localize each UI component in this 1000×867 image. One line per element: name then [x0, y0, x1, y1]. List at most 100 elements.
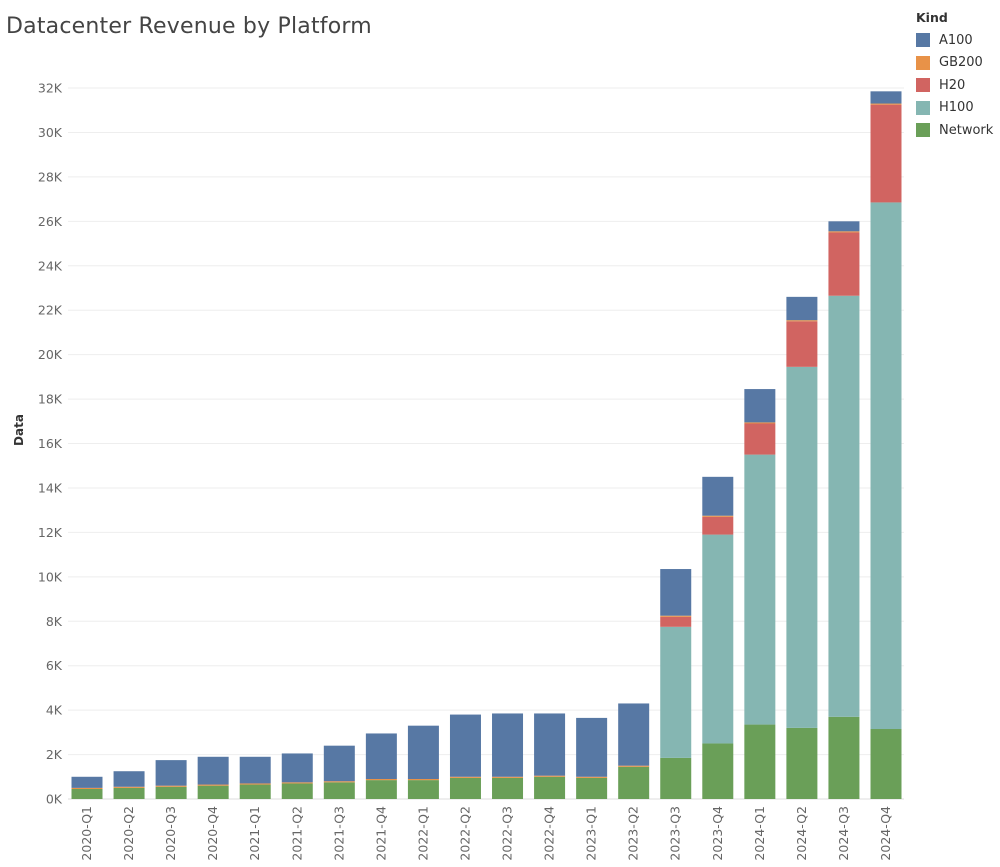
bar-segment-a100[interactable]: [618, 703, 650, 766]
bars: [71, 91, 902, 799]
bar-segment-a100[interactable]: [660, 569, 692, 616]
bar-segment-a100[interactable]: [492, 713, 524, 777]
bar-segment-network[interactable]: [828, 716, 860, 799]
bar-segment-a100[interactable]: [828, 221, 860, 232]
bar-segment-a100[interactable]: [786, 296, 818, 321]
bar-segment-a100[interactable]: [281, 753, 313, 783]
legend-swatch: [916, 123, 930, 138]
bar-segment-network[interactable]: [576, 777, 608, 799]
y-tick-label: 4K: [46, 703, 63, 718]
y-tick-label: 8K: [46, 614, 63, 629]
bar-segment-network[interactable]: [702, 743, 734, 799]
bar-segment-h100[interactable]: [786, 366, 818, 728]
x-tick-label: 2024-Q3: [836, 806, 851, 861]
bar-segment-a100[interactable]: [534, 713, 566, 776]
bar-segment-network[interactable]: [365, 780, 397, 799]
bar-segment-a100[interactable]: [744, 389, 776, 423]
y-axis-ticks: 0K 2K 4K 6K 8K 10K 12K 14K 16K 18K 20K 22K 24K 26K 28K…: [38, 81, 63, 807]
bar-segment-network[interactable]: [744, 724, 776, 799]
bar-segment-network[interactable]: [870, 729, 902, 799]
y-tick-label: 10K: [38, 569, 63, 584]
bar-segment-network[interactable]: [786, 727, 818, 799]
bar-segment-gb200[interactable]: [197, 784, 229, 786]
bar-segment-network[interactable]: [113, 787, 145, 799]
bar-segment-a100[interactable]: [155, 760, 187, 786]
y-tick-label: 32K: [38, 81, 63, 96]
bar-segment-network[interactable]: [660, 757, 692, 799]
bar-segment-gb200[interactable]: [660, 615, 692, 617]
x-tick-label: 2022-Q1: [415, 806, 430, 861]
bar-segment-network[interactable]: [407, 780, 439, 799]
bar-segment-h100[interactable]: [828, 295, 860, 717]
bar-segment-h20[interactable]: [744, 423, 776, 455]
bar-segment-h100[interactable]: [744, 454, 776, 725]
bar-segment-network[interactable]: [534, 776, 566, 799]
y-tick-label: 28K: [38, 169, 63, 184]
bar-segment-network[interactable]: [323, 782, 355, 799]
bar-segment-gb200[interactable]: [534, 775, 566, 777]
bar-segment-gb200[interactable]: [492, 776, 524, 778]
x-tick-label: 2022-Q2: [457, 806, 472, 861]
bar-segment-network[interactable]: [239, 784, 271, 799]
bar-segment-network[interactable]: [71, 789, 103, 799]
bar-segment-a100[interactable]: [702, 476, 734, 516]
bar-segment-a100[interactable]: [323, 745, 355, 782]
bar-segment-network[interactable]: [155, 786, 187, 799]
x-tick-label: 2020-Q4: [205, 806, 220, 861]
y-tick-label: 26K: [38, 214, 63, 229]
bar-segment-gb200[interactable]: [239, 783, 271, 785]
x-tick-label: 2023-Q4: [710, 806, 725, 861]
bar-segment-gb200[interactable]: [870, 103, 902, 105]
bar-segment-a100[interactable]: [71, 776, 103, 788]
bar-segment-gb200[interactable]: [323, 781, 355, 783]
bar-segment-network[interactable]: [618, 766, 650, 799]
bar-segment-h100[interactable]: [660, 626, 692, 758]
bar-segment-a100[interactable]: [239, 756, 271, 784]
bar-segment-gb200[interactable]: [576, 776, 608, 778]
bar-segment-gb200[interactable]: [618, 765, 650, 767]
bar-segment-gb200[interactable]: [113, 786, 145, 788]
legend-label: Network: [939, 122, 994, 138]
x-tick-label: 2022-Q3: [500, 806, 515, 861]
bar-segment-h20[interactable]: [786, 321, 818, 367]
bar-segment-gb200[interactable]: [744, 422, 776, 424]
bar-segment-a100[interactable]: [113, 771, 145, 787]
bar-segment-network[interactable]: [492, 777, 524, 799]
x-tick-label: 2020-Q2: [121, 806, 136, 861]
bar-segment-a100[interactable]: [197, 756, 229, 785]
legend-item-gb200[interactable]: GB200: [916, 52, 993, 75]
bar-segment-network[interactable]: [281, 783, 313, 799]
legend-label: GB200: [939, 55, 983, 71]
bar-segment-a100[interactable]: [365, 733, 397, 780]
bar-segment-gb200[interactable]: [407, 779, 439, 781]
bar-segment-gb200[interactable]: [281, 782, 313, 784]
bar-segment-gb200[interactable]: [365, 779, 397, 781]
bar-segment-h20[interactable]: [660, 616, 692, 627]
bar-segment-gb200[interactable]: [786, 320, 818, 322]
x-tick-label: 2024-Q1: [752, 806, 767, 861]
bar-segment-gb200[interactable]: [155, 785, 187, 787]
legend-item-a100[interactable]: A100: [916, 29, 993, 52]
legend-item-network[interactable]: Network: [916, 119, 993, 142]
bar-segment-gb200[interactable]: [71, 787, 103, 790]
bar-segment-a100[interactable]: [449, 714, 481, 777]
bar-segment-gb200[interactable]: [702, 515, 734, 517]
legend-swatch: [916, 55, 930, 70]
bar-segment-network[interactable]: [197, 785, 229, 799]
bar-segment-a100[interactable]: [870, 91, 902, 104]
bar-segment-gb200[interactable]: [828, 231, 860, 233]
bar-segment-gb200[interactable]: [449, 776, 481, 778]
bar-segment-h20[interactable]: [828, 232, 860, 296]
bar-segment-h100[interactable]: [870, 202, 902, 730]
bar-segment-h100[interactable]: [702, 534, 734, 744]
bar-segment-a100[interactable]: [407, 725, 439, 780]
legend: Kind A100 GB200 H20 H100 Network: [916, 10, 993, 142]
bar-segment-network[interactable]: [449, 777, 481, 799]
bar-segment-a100[interactable]: [576, 717, 608, 777]
legend-item-h100[interactable]: H100: [916, 97, 993, 120]
x-tick-label: 2024-Q2: [794, 806, 809, 861]
bar-segment-h20[interactable]: [702, 516, 734, 535]
legend-item-h20[interactable]: H20: [916, 74, 993, 97]
bar-segment-h20[interactable]: [870, 104, 902, 203]
y-tick-label: 12K: [38, 525, 63, 540]
